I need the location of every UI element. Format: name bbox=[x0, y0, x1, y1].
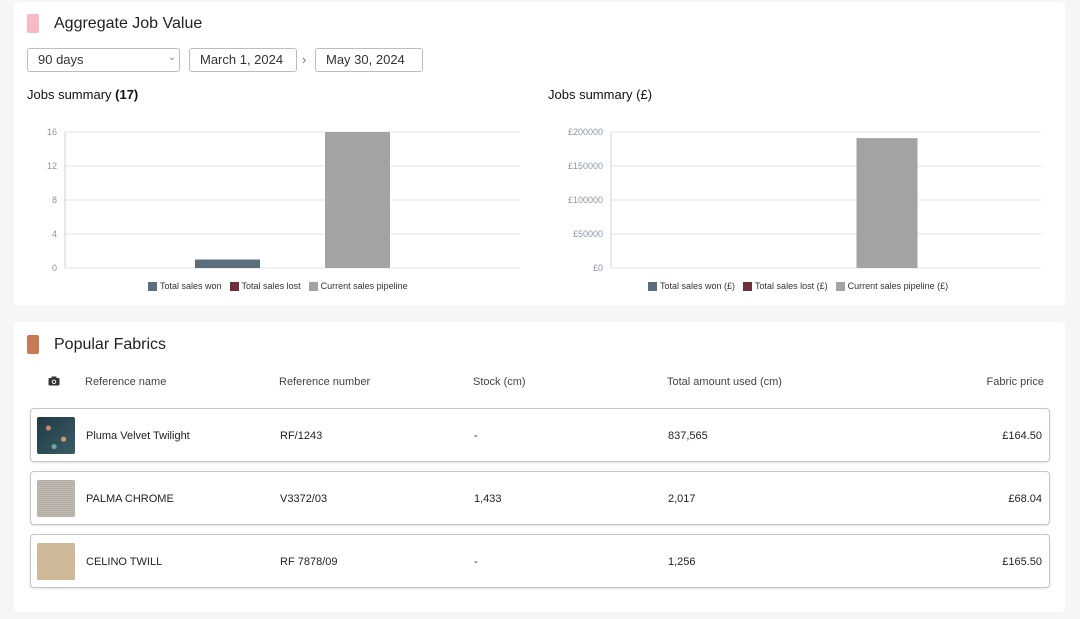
fabric-number: RF/1243 bbox=[280, 430, 323, 442]
y-tick-label: £100000 bbox=[568, 195, 603, 205]
fabric-name: CELINO TWILL bbox=[86, 556, 163, 568]
date-range-arrow-icon: › bbox=[302, 52, 307, 67]
fabric-number: RF 7878/09 bbox=[280, 556, 338, 568]
legend-swatch bbox=[229, 281, 239, 291]
fabric-price: £164.50 bbox=[1002, 430, 1042, 442]
y-tick-label: £50000 bbox=[573, 229, 603, 239]
header-stock: Stock (cm) bbox=[473, 376, 526, 388]
legend-swatch bbox=[648, 281, 657, 291]
table-row[interactable]: CELINO TWILL RF 7878/09 - 1,256 £165.50 bbox=[30, 534, 1050, 588]
chevron-down-icon: ⌄ bbox=[168, 52, 177, 63]
fabric-used: 837,565 bbox=[668, 430, 708, 442]
header-reference-name: Reference name bbox=[85, 376, 167, 388]
end-date-input[interactable]: May 30, 2024 bbox=[315, 48, 423, 72]
legend-swatch bbox=[148, 281, 157, 291]
legend-label: Total sales won (£) bbox=[660, 281, 736, 291]
legend-label: Current sales pipeline (£) bbox=[847, 281, 949, 291]
y-tick-label: 16 bbox=[47, 127, 57, 137]
y-tick-label: 0 bbox=[52, 263, 57, 273]
fabric-name: Pluma Velvet Twilight bbox=[86, 430, 190, 442]
fabrics-title: Popular Fabrics bbox=[54, 336, 167, 353]
y-tick-label: 8 bbox=[52, 195, 57, 205]
fabric-stock: 1,433 bbox=[474, 493, 502, 505]
chart-1-title: Jobs summary (17) bbox=[27, 87, 138, 102]
fabric-price: £68.04 bbox=[1008, 493, 1042, 505]
legend-swatch bbox=[308, 281, 318, 291]
legend-item: Total sales lost bbox=[229, 281, 301, 291]
y-tick-label: 4 bbox=[52, 229, 57, 239]
range-select[interactable]: 90 days bbox=[27, 48, 180, 72]
legend-item: Total sales won bbox=[148, 281, 222, 291]
fabric-thumbnail bbox=[37, 417, 75, 454]
table-row[interactable]: Pluma Velvet Twilight RF/1243 - 837,565 … bbox=[30, 408, 1050, 462]
chart-1-title-prefix: Jobs summary bbox=[27, 87, 116, 102]
fabric-thumbnail bbox=[37, 543, 75, 580]
y-tick-label: 12 bbox=[47, 161, 57, 171]
table-row[interactable]: PALMA CHROME V3372/03 1,433 2,017 £68.04 bbox=[30, 471, 1050, 525]
header-fabric-price: Fabric price bbox=[986, 376, 1044, 388]
legend-item: Total sales won (£) bbox=[648, 281, 735, 291]
start-date-input[interactable]: March 1, 2024 bbox=[189, 48, 297, 72]
bar-3 bbox=[856, 138, 918, 268]
aggregate-color-swatch bbox=[27, 14, 39, 33]
fabric-price: £165.50 bbox=[1002, 556, 1042, 568]
chart-1-title-count: (17) bbox=[115, 87, 139, 102]
legend-item: Current sales pipeline bbox=[308, 281, 408, 291]
y-tick-label: £0 bbox=[593, 263, 603, 273]
fabric-number: V3372/03 bbox=[280, 493, 328, 505]
legend-item: Total sales lost (£) bbox=[743, 281, 828, 291]
y-tick-label: £150000 bbox=[568, 161, 603, 171]
chart-2-title-text: Jobs summary (£) bbox=[548, 87, 653, 102]
legend-swatch bbox=[835, 281, 845, 291]
chart-1-legend: Total sales won Total sales lost Current s… bbox=[148, 281, 408, 291]
legend-swatch bbox=[743, 281, 753, 291]
bar-1 bbox=[195, 259, 260, 268]
fabric-stock: - bbox=[474, 430, 478, 442]
header-total-used: Total amount used (cm) bbox=[667, 376, 782, 388]
legend-label: Total sales won bbox=[160, 281, 222, 291]
range-select-value: 90 days bbox=[38, 52, 84, 67]
y-tick-label: £200000 bbox=[568, 127, 603, 137]
fabric-thumbnail bbox=[37, 480, 75, 517]
legend-label: Total sales lost (£) bbox=[755, 281, 828, 291]
chart-2-legend: Total sales won (£) Total sales lost (£) C… bbox=[648, 281, 948, 291]
fabric-name: PALMA CHROME bbox=[86, 493, 174, 505]
fabrics-color-swatch bbox=[27, 335, 39, 354]
bar-3 bbox=[325, 132, 390, 268]
legend-label: Current sales pipeline bbox=[320, 281, 408, 291]
aggregate-title: Aggregate Job Value bbox=[54, 15, 203, 32]
fabric-stock: - bbox=[474, 556, 478, 568]
legend-item: Current sales pipeline (£) bbox=[835, 281, 949, 291]
legend-label: Total sales lost bbox=[241, 281, 301, 291]
fabric-used: 1,256 bbox=[668, 556, 696, 568]
chart-2-title: Jobs summary (£) bbox=[548, 87, 652, 102]
header-reference-number: Reference number bbox=[279, 376, 371, 388]
fabric-used: 2,017 bbox=[668, 493, 696, 505]
camera-icon bbox=[48, 376, 60, 386]
